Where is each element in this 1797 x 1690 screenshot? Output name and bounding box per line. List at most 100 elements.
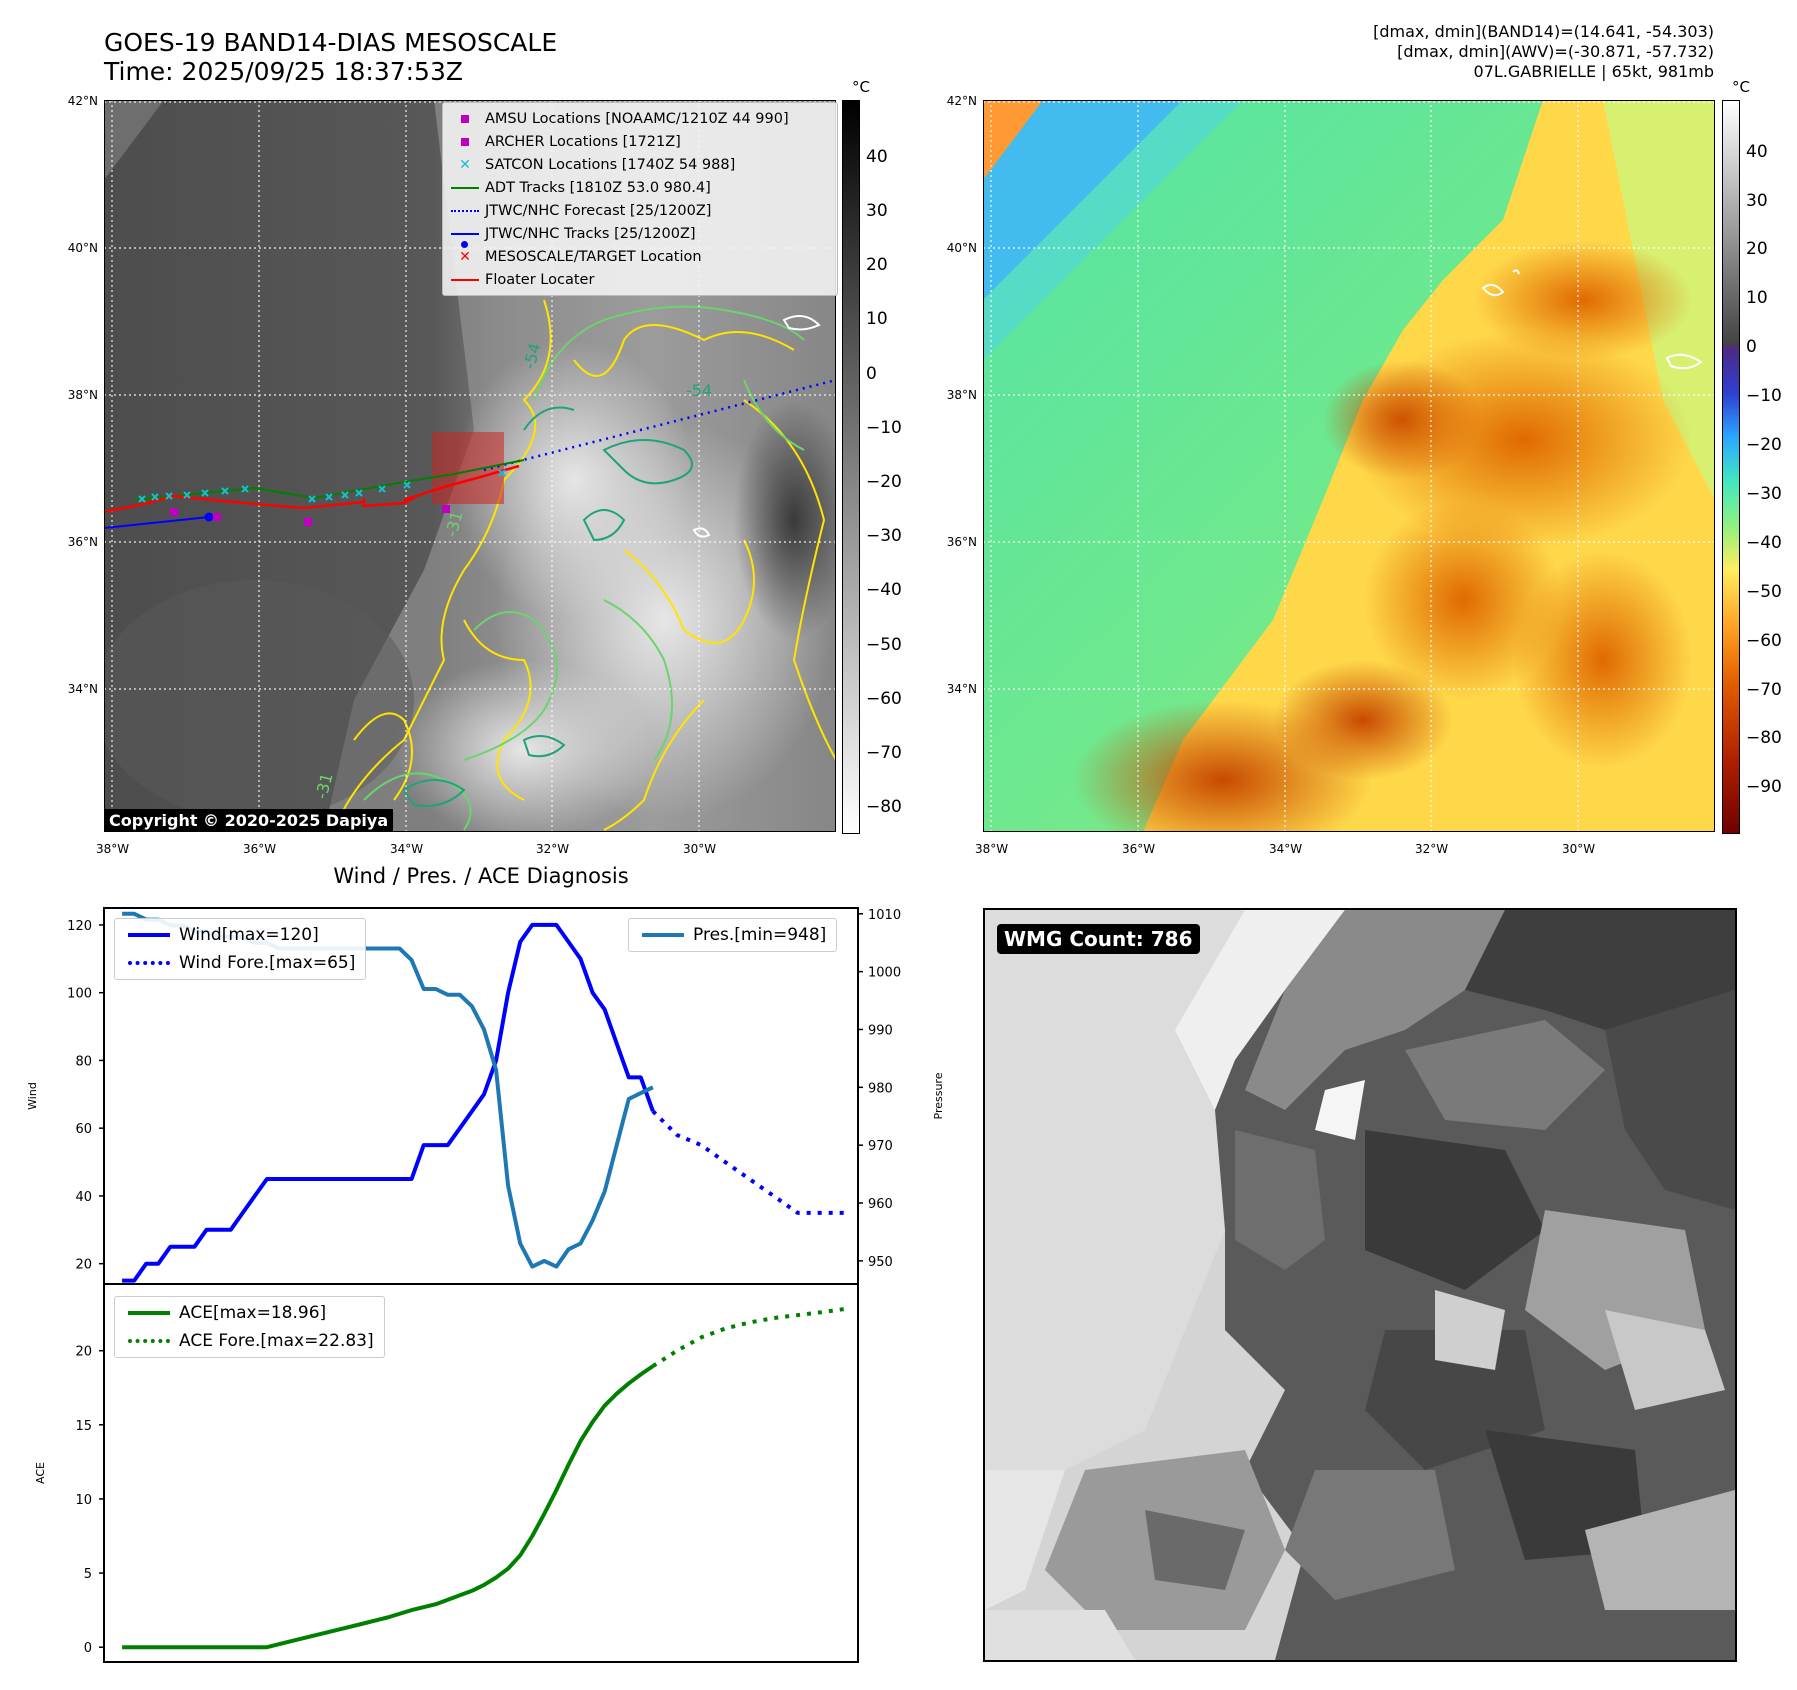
best-track-point	[204, 512, 214, 522]
best-track	[104, 516, 210, 529]
y-tick-label: 80	[75, 1054, 92, 1069]
diag-title: Wind / Pres. / ACE Diagnosis	[333, 864, 629, 888]
legend-item: ✕ SATCON Locations [1740Z 54 988]	[459, 156, 736, 173]
y-tick-label: 10	[75, 1493, 92, 1508]
forecast-track	[483, 378, 836, 472]
cb-tick: −40	[1746, 533, 1782, 553]
legend-item: ✕ MESOSCALE/TARGET Location	[459, 248, 702, 265]
lat-tick: 34°N	[946, 682, 977, 696]
awv-colorbar-unit: °C	[1732, 78, 1750, 96]
cb-tick: −50	[1746, 582, 1782, 602]
figure-title: GOES-19 BAND14-DIAS MESOSCALE Time: 2025…	[104, 28, 557, 86]
legend-label: Pres.[min=948]	[693, 925, 827, 945]
wind-legend: Wind[max=120] Wind Fore.[max=65]	[114, 918, 367, 980]
cb-tick: −90	[1746, 777, 1782, 797]
lon-tick: 30°W	[1562, 842, 1596, 856]
lat-tick: 38°N	[67, 388, 98, 402]
amsu-archer-markers	[170, 505, 450, 526]
pressure-legend: Pres.[min=948]	[628, 918, 838, 952]
lon-tick: 32°W	[1415, 842, 1449, 856]
y-tick-label: 20	[75, 1345, 92, 1360]
lon-tick: 34°W	[390, 842, 424, 856]
y2-tick-label: 950	[868, 1255, 893, 1270]
map-legend: AMSU Locations [NOAAMC/1210Z 44 990] ARC…	[442, 102, 838, 296]
cb-tick: 0	[866, 364, 877, 384]
legend-item: Wind[max=120]	[119, 921, 361, 949]
cb-tick: −20	[866, 472, 902, 492]
legend-label: Floater Locater	[485, 271, 595, 288]
y-tick-label: 0	[84, 1641, 92, 1656]
wind-axis-label: Wind	[26, 1082, 39, 1110]
lat-tick: 36°N	[946, 535, 977, 549]
title-product: GOES-19 BAND14-DIAS MESOSCALE	[104, 28, 558, 57]
legend-item: JTWC/NHC Tracks [25/1200Z]	[445, 222, 835, 248]
mesoscale-target-box	[432, 432, 504, 504]
wmg-count-badge: WMG Count: 786	[997, 924, 1200, 954]
legend-item: ADT Tracks [1810Z 53.0 980.4]	[445, 176, 835, 199]
awv-colorbar-ticks: 40 30 20 10 0 −10 −20 −30 −40 −50 −60 −7…	[1746, 100, 1796, 832]
lat-tick: 40°N	[67, 241, 98, 255]
ace-axis-label: ACE	[34, 1462, 47, 1484]
y-tick-label: 15	[75, 1419, 92, 1434]
legend-item: Pres.[min=948]	[633, 921, 832, 949]
legend-item: ARCHER Locations [1721Z]	[445, 130, 835, 153]
y-tick-label: 5	[84, 1567, 92, 1582]
ir-lat-ticks: 42°N 40°N 38°N 36°N 34°N	[56, 94, 98, 832]
cb-tick: 20	[1746, 239, 1768, 259]
cb-tick: −10	[866, 418, 902, 438]
cb-tick: −70	[1746, 680, 1782, 700]
legend-item: ACE[max=18.96]	[119, 1299, 380, 1327]
y2-tick-label: 1000	[868, 966, 901, 981]
legend-label: Wind[max=120]	[179, 925, 319, 945]
lat-tick: 42°N	[67, 94, 98, 108]
y-tick-label: 20	[75, 1258, 92, 1273]
stats-block: [dmax, dmin](BAND14)=(14.641, -54.303) […	[1373, 22, 1714, 82]
series-line	[651, 1306, 847, 1368]
legend-label: Wind Fore.[max=65]	[179, 953, 356, 973]
cb-tick: −80	[866, 797, 902, 817]
legend-item: Wind Fore.[max=65]	[119, 949, 361, 977]
legend-item: ACE Fore.[max=22.83]	[119, 1327, 380, 1355]
lon-tick: 36°W	[1122, 842, 1156, 856]
lat-tick: 34°N	[67, 682, 98, 696]
lat-tick: 40°N	[946, 241, 977, 255]
cb-tick: −60	[1746, 631, 1782, 651]
copyright-badge: Copyright © 2020-2025 Dapiya	[104, 809, 394, 832]
awv-lon-ticks: 38°W 36°W 34°W 32°W 30°W	[975, 842, 1715, 862]
legend-item: Floater Locater	[445, 268, 835, 291]
y-tick-label: 100	[67, 987, 92, 1002]
adt-track	[133, 459, 525, 501]
series-line	[651, 1109, 846, 1215]
awv-map-image	[983, 100, 1715, 832]
lon-tick: 30°W	[683, 842, 717, 856]
ir-lon-ticks: 38°W 36°W 34°W 32°W 30°W	[96, 842, 836, 862]
cb-tick: −70	[866, 743, 902, 763]
series-line	[122, 1364, 655, 1650]
y-tick-label: 40	[75, 1190, 92, 1205]
lon-tick: 38°W	[96, 842, 130, 856]
legend-label: ARCHER Locations [1721Z]	[485, 133, 681, 150]
satcon-markers	[138, 469, 506, 503]
cb-tick: 40	[866, 147, 888, 167]
cb-tick: −30	[866, 526, 902, 546]
y-tick-label: 60	[75, 1122, 92, 1137]
wmg-image	[985, 910, 1735, 1660]
lat-tick: 38°N	[946, 388, 977, 402]
awv-map-panel	[983, 100, 1715, 832]
cb-tick: −50	[866, 635, 902, 655]
stats-band14: [dmax, dmin](BAND14)=(14.641, -54.303)	[1373, 22, 1714, 41]
lat-tick: 42°N	[946, 94, 977, 108]
legend-label: JTWC/NHC Tracks [25/1200Z]	[485, 225, 696, 242]
y-tick-label: 120	[67, 919, 92, 934]
pressure-axis-label: Pressure	[932, 1072, 945, 1119]
cb-tick: 0	[1746, 337, 1757, 357]
legend-label: AMSU Locations [NOAAMC/1210Z 44 990]	[485, 110, 789, 127]
lon-tick: 32°W	[536, 842, 570, 856]
ir-map-panel: -54 -54 -31 -31 AMSU Locations [NOAAMC/1…	[104, 100, 838, 832]
cb-tick: 30	[1746, 191, 1768, 211]
cb-tick: −30	[1746, 484, 1782, 504]
cb-tick: 40	[1746, 142, 1768, 162]
ir-colorbar-ticks: 40 30 20 10 0 −10 −20 −30 −40 −50 −60 −7…	[866, 100, 926, 832]
ir-colorbar-unit: °C	[852, 78, 870, 96]
y2-tick-label: 960	[868, 1197, 893, 1212]
